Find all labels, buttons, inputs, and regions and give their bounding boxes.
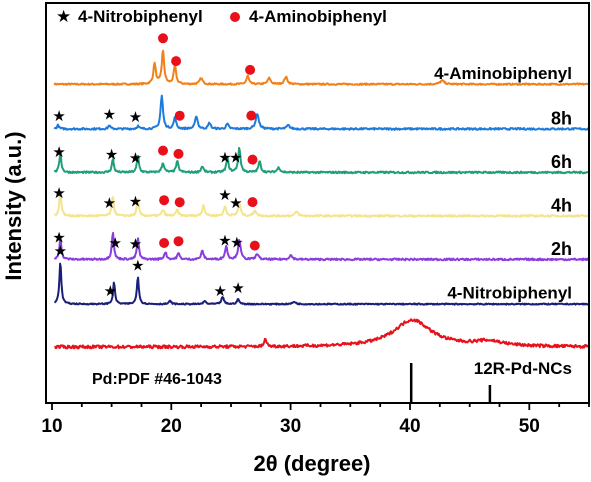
aminobiphenyl-marker [245,64,256,75]
aminobiphenyl-marker [249,240,260,251]
series-line-6h [53,146,589,175]
series-line-2h [53,231,590,262]
x-tick-label: 10 [41,416,62,437]
legend-star-icon: ★ [56,7,71,26]
nitrobiphenyl-marker: ★ [229,149,242,167]
nitrobiphenyl-marker: ★ [105,146,118,164]
nitrobiphenyl-marker: ★ [52,143,65,161]
reference-label: Pd:PDF #46-1043 [92,371,222,388]
nitrobiphenyl-marker: ★ [131,256,144,274]
x-ticks: 10 20 30 40 50 [41,403,590,437]
series-line-4-nitrobiphenyl [54,262,590,306]
nitrobiphenyl-marker: ★ [129,235,142,253]
aminobiphenyl-marker [158,145,168,156]
aminobiphenyl-marker [246,110,257,121]
series-label: 2h [551,239,572,259]
x-axis-label: 2θ (degree) [253,451,370,476]
aminobiphenyl-marker [247,154,258,165]
aminobiphenyl-marker [173,148,184,159]
y-axis-label: Intensity (a.u.) [1,131,26,280]
aminobiphenyl-marker [159,238,170,248]
nitrobiphenyl-marker: ★ [104,282,117,300]
nitrobiphenyl-marker: ★ [103,194,116,212]
series-layer [53,49,590,350]
aminobiphenyl-marker [158,33,168,44]
marker-layer: ★ ★ ★★ ★ ★ ★★★★ ★ ★★★ ★ ★ ★★★★★★ ★ [52,33,260,300]
legend: ★ 4-Nitrobiphenyl 4-Aminobiphenyl [56,7,387,26]
axes-frame [45,2,590,404]
nitrobiphenyl-marker: ★ [229,194,242,212]
aminobiphenyl-marker [173,236,184,247]
series-label: 8h [551,109,572,129]
series-line-12r-pd-ncs [54,318,589,350]
x-tick-label: 40 [399,416,420,437]
series-line-4h [53,192,589,218]
reference-layer [409,363,492,403]
series-label-layer: 4-Aminobiphenyl 8h 6h 4h 2h 4-Nitrobiphenyl 12… [434,64,572,378]
nitrobiphenyl-marker: ★ [129,108,142,126]
aminobiphenyl-marker [174,110,185,121]
aminobiphenyl-marker [247,197,258,208]
legend-amino-label: 4-Aminobiphenyl [249,7,387,26]
nitrobiphenyl-marker: ★ [218,186,231,204]
nitrobiphenyl-marker: ★ [129,192,142,210]
aminobiphenyl-marker [171,56,182,67]
x-tick-label: 30 [280,416,301,437]
aminobiphenyl-marker [159,195,170,206]
nitrobiphenyl-marker: ★ [213,282,226,300]
aminobiphenyl-marker [174,197,185,208]
series-label: 4h [551,196,572,216]
nitrobiphenyl-marker: ★ [52,107,65,125]
x-tick-label: 20 [161,416,182,437]
series-line-8h [53,94,590,131]
series-label: 12R-Pd-NCs [474,359,572,378]
nitrobiphenyl-marker: ★ [103,105,116,123]
legend-nitro-label: 4-Nitrobiphenyl [78,7,203,26]
legend-circle-icon [230,12,240,22]
nitrobiphenyl-marker: ★ [108,234,121,252]
nitrobiphenyl-marker: ★ [230,234,243,252]
nitrobiphenyl-marker: ★ [218,149,231,167]
series-line-4-aminobiphenyl [53,49,590,86]
series-label: 4-Aminobiphenyl [434,64,572,83]
series-label: 4-Nitrobiphenyl [447,284,572,303]
nitrobiphenyl-marker: ★ [52,184,65,202]
nitrobiphenyl-marker: ★ [129,149,142,167]
nitrobiphenyl-marker: ★ [52,229,65,247]
series-label: 6h [551,152,572,172]
nitrobiphenyl-marker: ★ [54,242,67,260]
x-tick-label: 50 [519,416,540,437]
nitrobiphenyl-marker: ★ [218,231,231,249]
nitrobiphenyl-marker: ★ [231,279,244,297]
